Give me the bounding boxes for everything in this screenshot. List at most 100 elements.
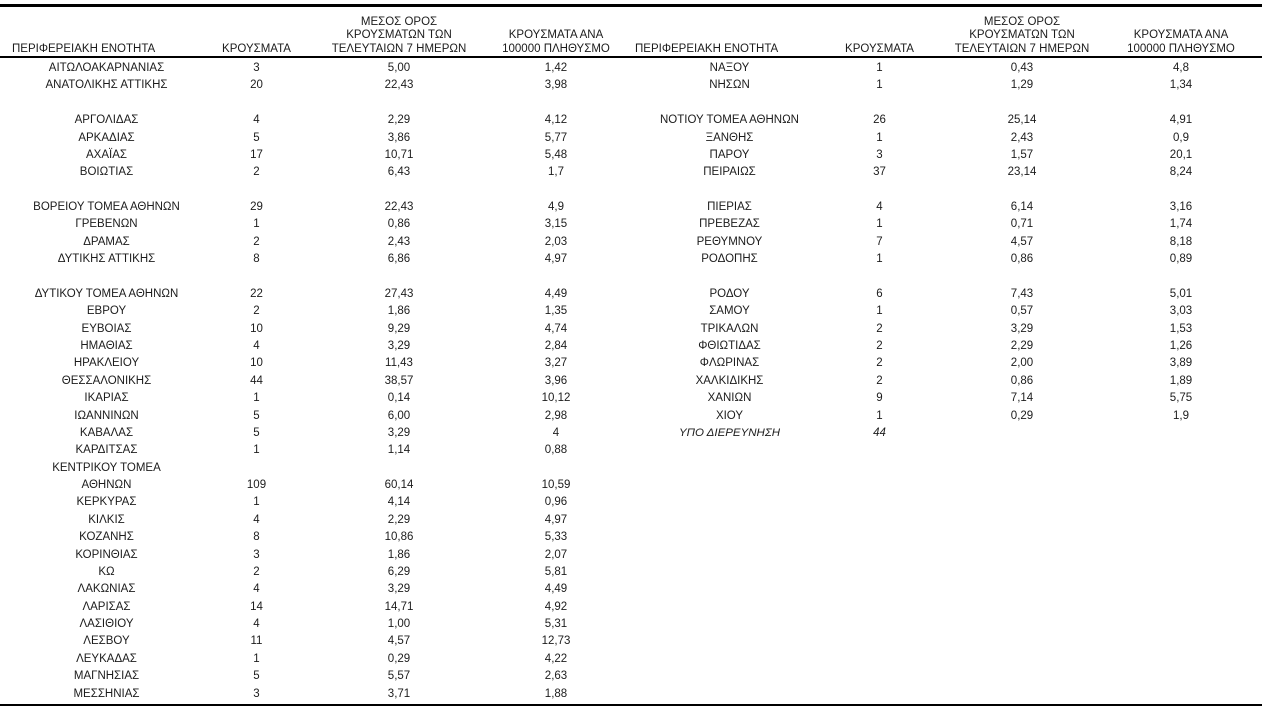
cases-cell: 4: [253, 513, 260, 526]
cases-cell: 1: [876, 218, 883, 231]
per-100k-cell: 1,53: [1169, 322, 1193, 335]
cases-cell: 2: [876, 357, 883, 370]
region-name-cell: ΗΡΑΚΛΕΙΟΥ: [73, 357, 140, 370]
table-row: ΚΟΡΙΝΘΙΑΣ 3 1,86 2,07: [4, 547, 618, 564]
avg-7day-cell: 2,29: [387, 114, 411, 127]
cases-cell: 4: [253, 618, 260, 630]
top-rule: [0, 4, 1262, 7]
per-100k-cell: 2,07: [544, 548, 568, 561]
avg-7day-cell: [927, 95, 1117, 112]
table-row: ΒΟΙΩΤΙΑΣ 2 6,43 1,7: [4, 164, 618, 181]
region-name-cell: ΥΠΟ ΔΙΕΡΕΥΝΗΣΗ: [678, 426, 781, 439]
cases-cell: 6: [876, 287, 883, 300]
per-100k-cell: 0,89: [1169, 253, 1193, 266]
cases-cell: 11: [250, 635, 263, 648]
table-row: ΚΑΒΑΛΑΣ 5 3,29 4: [4, 425, 618, 442]
per-100k-cell: 4,49: [544, 287, 568, 300]
avg-7day-cell: [304, 460, 494, 477]
region-name-cell: ΡΟΔΟΥ: [709, 287, 750, 300]
per-100k-cell: 4,22: [544, 652, 568, 665]
cases-cell: 5: [253, 131, 260, 144]
table-row: ΕΒΡΟΥ 2 1,86 1,35: [4, 303, 618, 320]
bottom-rule: [0, 704, 1262, 706]
region-name-cell: ΤΡΙΚΑΛΩΝ: [700, 322, 759, 335]
region-name-cell: ΛΑΣΙΘΙΟΥ: [79, 618, 134, 630]
cases-cell: 1: [253, 496, 260, 509]
cases-cell: 1: [876, 62, 883, 74]
avg-7day-cell: 22,43: [384, 79, 414, 92]
avg-7day-cell: 0,29: [1010, 409, 1034, 422]
per-100k-cell: 5,33: [544, 531, 568, 544]
avg-7day-cell: 0,14: [387, 392, 411, 405]
region-name-cell: ΛΑΡΙΣΑΣ: [82, 600, 131, 613]
table-row: ΜΕΣΣΗΝΙΑΣ 3 3,71 1,88: [4, 686, 618, 703]
per-100k-cell: 1,42: [544, 62, 568, 74]
avg-7day-cell: 0,86: [387, 218, 411, 231]
per-100k-cell: [1117, 95, 1245, 112]
avg-7day-cell: 3,29: [1010, 322, 1034, 335]
per-100k-column-header: ΚΡΟΥΣΜΑΤΑ ΑΝΑ 100000 ΠΛΗΘΥΣΜΟ: [1127, 29, 1235, 55]
cases-column-header: ΚΡΟΥΣΜΑΤΑ: [222, 42, 291, 55]
region-name-cell: ΔΥΤΙΚΗΣ ΑΤΤΙΚΗΣ: [57, 253, 156, 266]
table-row: ΚΕΡΚΥΡΑΣ 1 4,14 0,96: [4, 494, 618, 511]
regional-cases-table-left: ΠΕΡΙΦΕΡΕΙΑΚΗ ΕΝΟΤΗΤΑ ΚΡΟΥΣΜΑΤΑ ΜΕΣΟΣ ΟΡΟΣ Κ…: [4, 8, 618, 703]
avg-7day-cell: 4,57: [1010, 235, 1034, 248]
cases-cell: 1: [253, 392, 260, 405]
avg-7day-cell: 6,00: [387, 409, 411, 422]
avg-7day-cell: 6,14: [1010, 201, 1034, 213]
per-100k-cell: 4,12: [544, 114, 568, 127]
avg-7day-cell: 5,57: [387, 670, 411, 683]
per-100k-cell: 8,18: [1169, 235, 1193, 248]
spacer-row: [627, 269, 1245, 286]
region-name-cell: ΙΚΑΡΙΑΣ: [84, 392, 129, 405]
cases-cell: 4: [253, 114, 260, 127]
table-row: ΛΑΡΙΣΑΣ 14 14,71 4,92: [4, 599, 618, 616]
cases-cell: 26: [873, 114, 886, 127]
per-100k-cell: 8,24: [1169, 166, 1193, 179]
per-100k-cell: 1,35: [544, 305, 568, 318]
avg-7day-cell: [927, 425, 1117, 442]
table-row: ΘΕΣΣΑΛΟΝΙΚΗΣ 44 38,57 3,96: [4, 373, 618, 390]
avg-7day-cell: 60,14: [384, 479, 414, 491]
region-name-cell: ΘΕΣΣΑΛΟΝΙΚΗΣ: [61, 374, 152, 387]
region-name-cell: ΧΙΟΥ: [715, 409, 744, 422]
region-name-cell: ΜΑΓΝΗΣΙΑΣ: [73, 670, 140, 683]
region-name-cell: ΑΡΚΑΔΙΑΣ: [78, 131, 135, 144]
avg-7day-cell: 1,14: [387, 444, 411, 457]
per-100k-cell: 5,81: [544, 565, 568, 578]
avg-7day-cell: 0,71: [1010, 218, 1034, 231]
avg-7day-cell: 0,86: [1010, 253, 1034, 266]
per-100k-cell: 1,88: [544, 687, 568, 700]
table-row: ΑΙΤΩΛΟΑΚΑΡΝΑΝΙΑΣ 3 5,00 1,42: [4, 60, 618, 77]
per-100k-cell: 2,63: [544, 670, 568, 683]
avg-7day-cell: 14,71: [384, 600, 414, 613]
table-row: ΥΠΟ ΔΙΕΡΕΥΝΗΣΗ 44: [627, 425, 1245, 442]
table-row: ΗΡΑΚΛΕΙΟΥ 10 11,43 3,27: [4, 355, 618, 372]
avg-7day-cell: 0,43: [1010, 62, 1034, 74]
region-name-cell: ΙΩΑΝΝΙΝΩΝ: [74, 409, 139, 422]
avg-7day-cell: 2,29: [1010, 340, 1034, 352]
table-row: ΑΧΑΪΑΣ 17 10,71 5,48: [4, 147, 618, 164]
cases-cell: 1: [253, 218, 260, 231]
spacer-row: [4, 95, 618, 112]
region-name-cell: ΧΑΝΙΩΝ: [707, 392, 752, 405]
per-100k-cell: 5,01: [1169, 287, 1193, 300]
per-100k-cell: 10,59: [541, 479, 571, 491]
per-100k-cell: 3,15: [544, 218, 568, 231]
region-name-cell: ΝΟΤΙΟΥ ΤΟΜΕΑ ΑΘΗΝΩΝ: [660, 114, 799, 127]
cases-cell: 5: [253, 409, 260, 422]
per-100k-cell: 1,26: [1169, 340, 1193, 352]
per-100k-cell: 1,34: [1169, 79, 1193, 92]
per-100k-cell: 2,84: [544, 340, 568, 352]
per-100k-cell: 1,74: [1169, 218, 1193, 231]
per-100k-cell: 3,03: [1169, 305, 1193, 318]
table-row: ΕΥΒΟΙΑΣ 10 9,29 4,74: [4, 321, 618, 338]
avg-7day-cell: 2,00: [1010, 357, 1034, 370]
avg-7day-cell: 10,71: [384, 148, 414, 161]
region-name-cell: ΠΑΡΟΥ: [709, 148, 750, 161]
cases-cell: 10: [250, 322, 263, 335]
table-row: ΧΑΛΚΙΔΙΚΗΣ 2 0,86 1,89: [627, 373, 1245, 390]
table-row: ΝΑΞΟΥ 1 0,43 4,8: [627, 60, 1245, 77]
per-100k-cell: 1,7: [548, 166, 564, 179]
table-row: ΠΡΕΒΕΖΑΣ 1 0,71 1,74: [627, 216, 1245, 233]
